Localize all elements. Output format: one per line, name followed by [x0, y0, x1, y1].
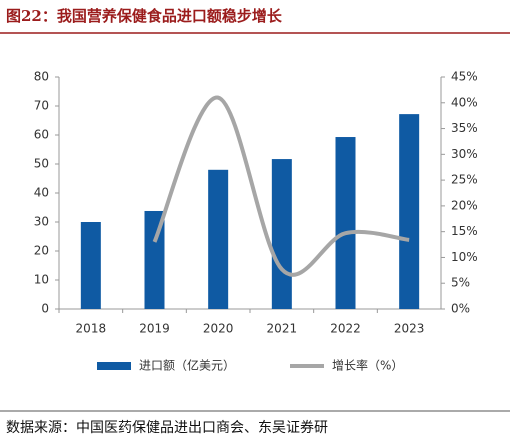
- legend-label: 增长率（%）: [332, 358, 403, 373]
- bar: [80, 222, 101, 309]
- y-tick-label: 60: [34, 128, 49, 142]
- x-tick-label: 2018: [76, 322, 107, 336]
- legend-label: 进口额（亿美元）: [139, 358, 235, 373]
- y-tick-label: 80: [34, 70, 49, 84]
- y2-tick-label: 45%: [451, 70, 478, 84]
- source-text: 数据来源：中国医药保健品进出口商会、东吴证券研: [6, 420, 328, 436]
- x-tick-label: 2023: [394, 322, 425, 336]
- y2-tick-label: 10%: [451, 250, 478, 264]
- y2-tick-label: 20%: [451, 198, 478, 212]
- y2-tick-label: 15%: [451, 224, 478, 238]
- x-tick-label: 2020: [203, 322, 234, 336]
- legend-swatch: [97, 362, 131, 370]
- x-tick-label: 2022: [330, 322, 361, 336]
- y-tick-label: 50: [34, 157, 49, 171]
- y2-tick-label: 0%: [451, 302, 470, 316]
- x-tick-label: 2019: [139, 322, 170, 336]
- bar: [335, 137, 356, 309]
- y2-tick-label: 40%: [451, 95, 478, 109]
- y2-tick-label: 25%: [451, 173, 478, 187]
- y-tick-label: 10: [34, 273, 49, 287]
- chart-title: 图22：我国营养保健食品进口额稳步增长: [6, 7, 283, 25]
- y-tick-label: 70: [34, 99, 49, 113]
- y-tick-label: 40: [34, 186, 49, 200]
- y2-tick-label: 30%: [451, 147, 478, 161]
- bar: [208, 169, 229, 309]
- bar: [399, 114, 420, 310]
- y-tick-label: 30: [34, 215, 49, 229]
- y-tick-label: 0: [41, 302, 49, 316]
- x-tick-label: 2021: [267, 322, 298, 336]
- bar: [271, 159, 292, 309]
- y-tick-label: 20: [34, 244, 49, 258]
- bar: [144, 210, 165, 309]
- y2-tick-label: 5%: [451, 276, 470, 290]
- line: [152, 95, 410, 277]
- y2-tick-label: 35%: [451, 121, 478, 135]
